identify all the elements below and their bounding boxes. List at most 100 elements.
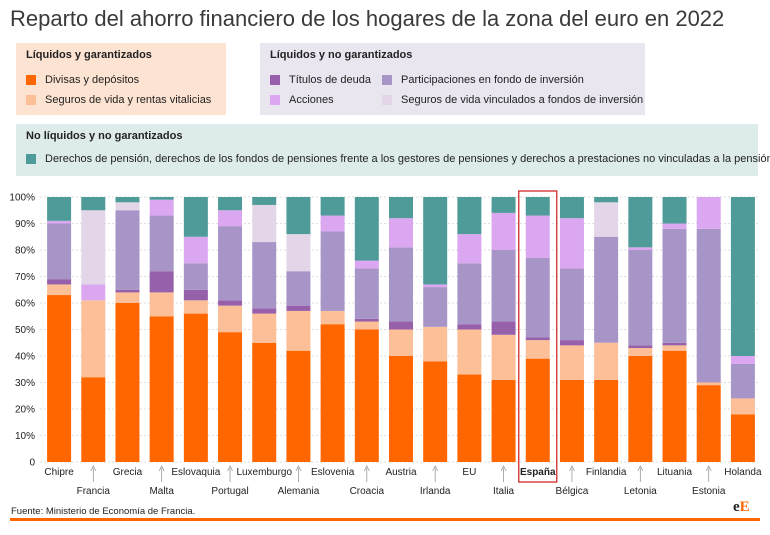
bar-segment — [320, 197, 345, 216]
bar-segment — [252, 308, 277, 314]
label-leader-arrow — [90, 465, 97, 472]
y-axis: 0 10% 20% 30% 40% 50% 60% 70% 80% 90% 100% — [9, 193, 35, 469]
bar-segment — [252, 197, 277, 205]
bar-segment — [525, 197, 550, 216]
bar-segment — [218, 226, 243, 301]
bar-segment — [594, 202, 619, 237]
bar-segment — [149, 215, 174, 272]
legend-item-acciones: Acciones — [270, 94, 334, 106]
bar-segment — [354, 329, 379, 462]
bar-segment — [81, 284, 106, 301]
label-leader-arrow — [705, 465, 712, 472]
label-leader-arrow — [158, 465, 165, 472]
bar-segment — [389, 218, 413, 248]
bar-segment — [491, 379, 516, 462]
bar-segment — [525, 358, 550, 462]
bar-segment — [696, 197, 721, 229]
bar-segment — [183, 289, 208, 301]
bar-segment — [115, 289, 140, 293]
logo-E: E — [739, 499, 750, 515]
bar-segment — [628, 345, 653, 349]
y-tick-label: 30% — [15, 378, 35, 389]
bar-segment — [320, 324, 345, 462]
legend-swatch-titulos-deuda — [270, 75, 280, 85]
bar-segment — [730, 398, 755, 415]
y-tick-label: 0 — [29, 458, 35, 469]
bar-segment — [491, 250, 516, 322]
bottom-rule — [10, 518, 760, 521]
bar-segment — [525, 337, 550, 341]
x-tick-label: Alemania — [278, 486, 320, 497]
bar-segment — [662, 197, 687, 224]
bar-segment — [491, 212, 516, 250]
bar-segment — [115, 197, 140, 203]
bar-segment — [47, 223, 72, 280]
legend-item-seguros-vinculados: Seguros de vida vinculados a fondos de i… — [382, 94, 643, 106]
bar-segment — [457, 197, 482, 235]
legend-label-seguros-vinculados: Seguros de vida vinculados a fondos de i… — [401, 94, 644, 106]
legend-item-titulos-deuda: Títulos de deuda — [270, 74, 371, 86]
bar-segment — [47, 279, 72, 285]
y-tick-label: 90% — [15, 219, 35, 230]
bar-segment — [183, 236, 208, 264]
legend-liquid-not-guaranteed: Líquidos y no garantizados Títulos de de… — [260, 43, 645, 115]
x-tick-label: Eslovenia — [311, 467, 355, 478]
x-tick-label: Portugal — [211, 486, 248, 497]
bar-segment — [218, 305, 243, 333]
bar-segment — [218, 300, 243, 306]
bar-segment — [559, 340, 584, 346]
bar-segment — [491, 334, 516, 380]
legend-swatch-acciones — [270, 95, 280, 105]
label-leader-arrow — [227, 465, 233, 472]
bar-segment — [286, 350, 311, 462]
bar-segment — [149, 292, 174, 317]
bar-segment — [423, 287, 448, 327]
bar-segment — [389, 247, 413, 322]
bar-segment — [286, 197, 311, 235]
x-tick-label: Finlandia — [586, 467, 627, 478]
legend-not-liquid: No líquidos y no garantizados Derechos d… — [16, 124, 770, 176]
legend-label-divisas: Divisas y depósitos — [45, 74, 140, 86]
legend-swatch-seguros-vida — [26, 95, 36, 105]
bar-segment — [252, 242, 277, 309]
legend-label-derechos-pension: Derechos de pensión, derechos de los fon… — [45, 153, 770, 165]
bar-segment — [594, 236, 619, 343]
bar-segment — [525, 215, 550, 258]
bar-segment — [491, 321, 516, 335]
x-tick-label: Grecia — [113, 467, 143, 478]
bar-segment — [81, 377, 106, 462]
bar-segment — [286, 234, 311, 272]
y-tick-label: 80% — [15, 246, 35, 257]
bar-segment — [320, 310, 345, 325]
legend-item-seguros-vida: Seguros de vida y rentas vitalicias — [26, 94, 211, 106]
legend-label-participaciones: Participaciones en fondo de inversión — [401, 74, 584, 86]
legend-swatch-derechos-pension — [26, 154, 36, 164]
bar-segment — [354, 318, 379, 322]
bar-segment — [628, 197, 653, 248]
x-tick-label: Letonia — [624, 486, 657, 497]
label-leader-arrow — [637, 465, 644, 472]
legend-heading-not-liquid: No líquidos y no garantizados — [26, 130, 183, 142]
bar-segment — [662, 228, 687, 343]
y-tick-label: 100% — [9, 193, 35, 204]
bar-segment — [423, 284, 448, 288]
bar-segment — [218, 332, 243, 462]
y-tick-label: 20% — [15, 405, 35, 416]
bar-segment — [389, 321, 413, 330]
bar-segment — [628, 247, 653, 250]
bar-segment — [149, 271, 174, 293]
highlight-frame-group — [518, 190, 558, 483]
bar-segment — [730, 414, 755, 462]
logo-e: e — [733, 499, 740, 515]
x-tick-label: Holanda — [724, 467, 762, 478]
bar-segment — [354, 268, 379, 319]
bar-segment — [423, 326, 448, 362]
y-tick-label: 50% — [15, 325, 35, 336]
bar-segment — [81, 197, 106, 211]
label-leader-arrow — [500, 465, 507, 472]
legend-label-acciones: Acciones — [289, 94, 334, 106]
bar-segment — [286, 271, 311, 306]
bar-segment — [149, 197, 174, 200]
x-tick-label: Luxemburgo — [236, 467, 292, 478]
legend-liquid-guaranteed: Líquidos y garantizados Divisas y depósi… — [16, 43, 226, 115]
